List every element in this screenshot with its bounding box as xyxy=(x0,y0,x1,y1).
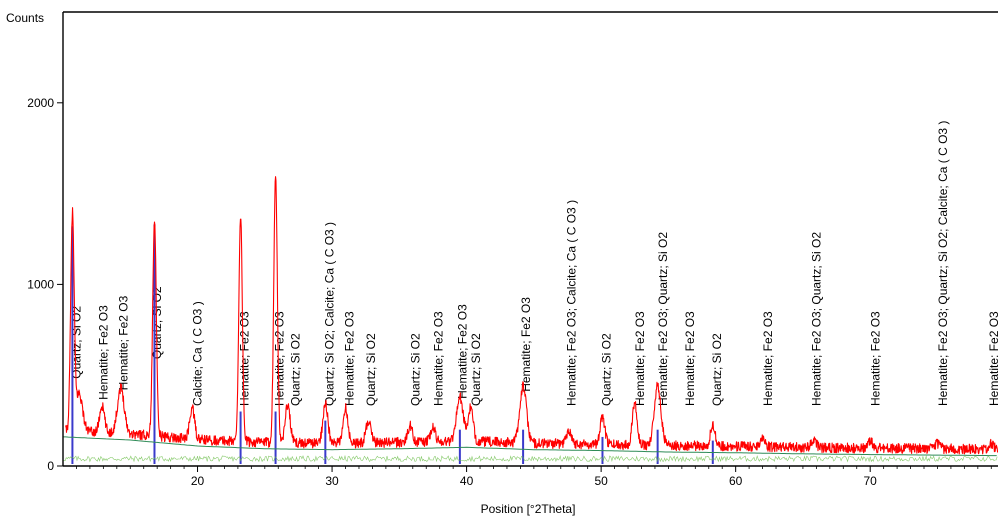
peak-annotation: Hematite; Fe2 O3 xyxy=(431,311,445,406)
x-tick-label: 30 xyxy=(325,474,339,488)
x-tick-label: 20 xyxy=(191,474,205,488)
x-tick-label: 40 xyxy=(460,474,474,488)
x-tick-label: 60 xyxy=(729,474,743,488)
series-line xyxy=(65,176,998,455)
peak-annotation: Quartz; Si O2 xyxy=(469,333,483,406)
y-axis-title: Counts xyxy=(6,11,44,25)
peak-annotation: Hematite; Fe2 O3 xyxy=(761,311,775,406)
peak-annotation: Calcite; Ca ( C O3 ) xyxy=(191,301,205,406)
peak-annotation: Quartz; Si O2 xyxy=(409,333,423,406)
peak-annotations: Quartz; Si O2 Hematite; Fe2 O3 Hematite; F… xyxy=(70,121,998,406)
axes: Counts Position [°2Theta] xyxy=(6,11,998,516)
peak-annotation: Hematite; Fe2 O3 xyxy=(633,311,647,406)
reference-sticks xyxy=(71,224,714,464)
y-tick-label: 0 xyxy=(47,459,54,473)
peak-annotation: Quartz; Si O2 xyxy=(710,333,724,406)
background-curve-line xyxy=(63,436,997,457)
x-tick-label: 70 xyxy=(864,474,878,488)
peak-annotation: Quartz; Si O2; Calcite; Ca ( C O3 ) xyxy=(322,222,336,406)
peak-annotation: Hematite; Fe2 O3 xyxy=(456,304,470,399)
peak-annotation: Quartz; Si O2 xyxy=(600,333,614,406)
peak-annotation: Hematite; Fe2 O3; Quartz; Si O2; Calcite… xyxy=(936,121,950,406)
peak-annotation: Hematite; Fe2 O3 xyxy=(519,297,533,392)
peak-annotation: Hematite; Fe2 O3 xyxy=(117,295,131,390)
y-tick-label: 2000 xyxy=(27,96,54,110)
peak-annotation: Hematite; Fe2 O3 xyxy=(96,305,110,400)
tick-marks: 20 30 40 50 60 70 0 1000 2000 xyxy=(27,96,992,488)
peak-annotation: Hematite; Fe2 O3 xyxy=(683,311,697,406)
peak-annotation: Quartz; Si O2 xyxy=(289,333,303,406)
background-curve xyxy=(62,436,998,463)
x-tick-label: 50 xyxy=(594,474,608,488)
y-tick-label: 1000 xyxy=(27,277,54,291)
residual-line xyxy=(62,454,998,463)
peak-annotation: Hematite; Fe2 O3; Quartz; Si O2 xyxy=(809,232,823,406)
peak-annotation: Hematite; Fe2 O3 xyxy=(273,311,287,406)
peak-annotation: Hematite; Fe2 O3 xyxy=(343,311,357,406)
peak-annotation: Hematite; Fe2 O3; Calcite; Ca ( C O3 ) xyxy=(565,200,579,406)
peak-annotation: Hematite; Fe2 O3; Quartz; Si O2 xyxy=(656,232,670,406)
x-axis-title: Position [°2Theta] xyxy=(481,502,576,516)
peak-annotation: Hematite; Fe2 O3 xyxy=(238,311,252,406)
peak-annotation: Quartz; Si O2 xyxy=(364,333,378,406)
measured-pattern xyxy=(65,176,998,455)
peak-annotation: Hematite; Fe2 O3 xyxy=(987,311,998,406)
peak-annotation: Hematite; Fe2 O3 xyxy=(869,311,883,406)
